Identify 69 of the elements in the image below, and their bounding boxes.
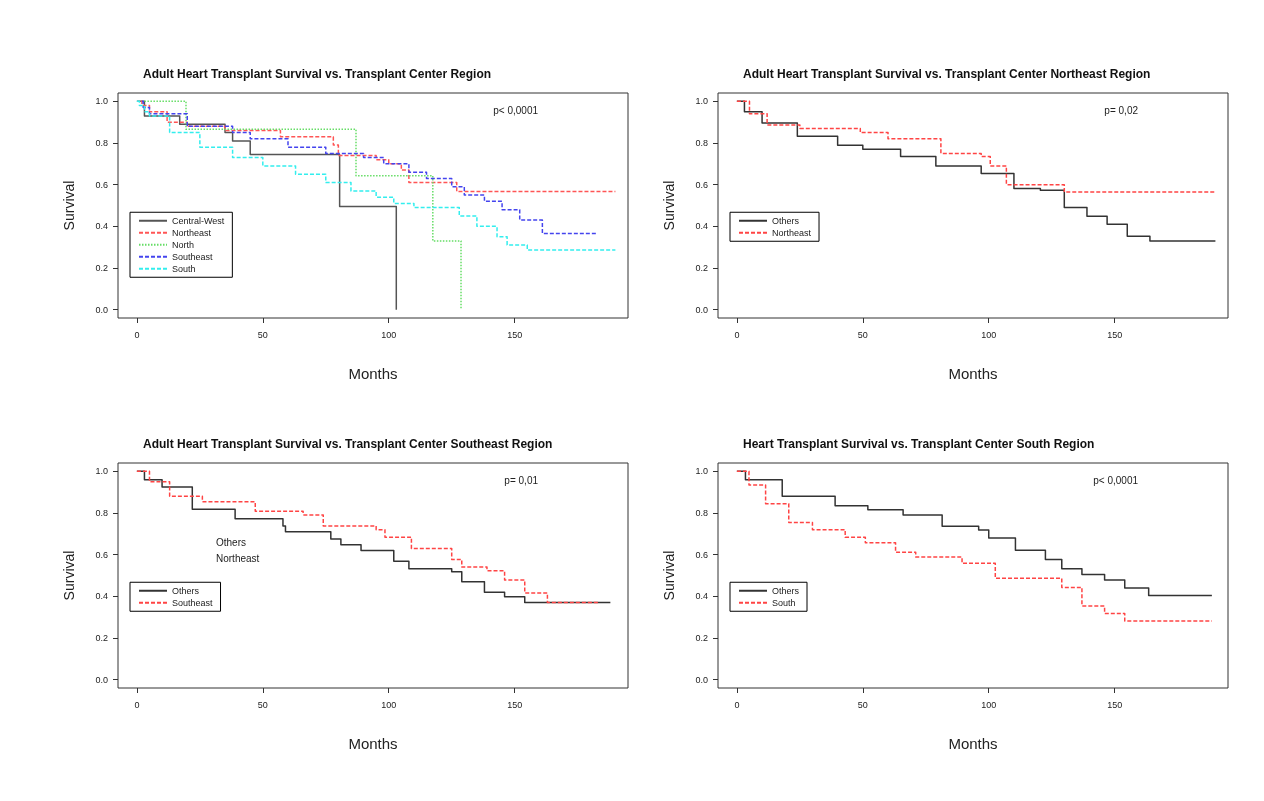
y-tick-label: 0.2 xyxy=(95,263,108,273)
y-tick-label: 1.0 xyxy=(95,96,108,107)
y-tick-label: 0.2 xyxy=(695,633,708,643)
annotation: p= 0,01 xyxy=(504,474,539,486)
y-tick-label: 0.8 xyxy=(95,508,108,518)
chart-title: Adult Heart Transplant Survival vs. Transplant Center Southeast Region xyxy=(143,437,553,451)
chart-title: Heart Transplant Survival vs. Transplant Center South Region xyxy=(743,437,1095,451)
y-tick-label: 1.0 xyxy=(695,466,708,477)
x-tick-label: 150 xyxy=(507,699,523,710)
x-tick-label: 50 xyxy=(257,699,268,710)
x-axis-title: Months xyxy=(348,735,398,752)
y-tick-label: 0.2 xyxy=(95,633,108,643)
x-axis-title: Months xyxy=(948,365,998,382)
y-tick-label: 0.8 xyxy=(95,138,108,148)
x-tick-label: 150 xyxy=(507,329,523,340)
chart-title: Adult Heart Transplant Survival vs. Transplant Center Northeast Region xyxy=(743,67,1151,81)
legend-label: Northeast xyxy=(172,227,212,238)
x-tick-label: 50 xyxy=(857,699,868,710)
y-tick-label: 0.4 xyxy=(695,221,708,232)
annotation: p< 0,0001 xyxy=(1093,474,1139,486)
x-tick-label: 100 xyxy=(381,329,397,340)
y-tick-label: 0.0 xyxy=(95,304,108,315)
x-tick-label: 0 xyxy=(134,329,140,340)
x-tick-label: 150 xyxy=(1107,329,1123,340)
legend-label: South xyxy=(172,263,196,274)
y-tick-label: 0.6 xyxy=(95,179,108,190)
y-axis-title: Survival xyxy=(61,180,77,231)
x-tick-label: 100 xyxy=(381,699,397,710)
chart-title: Adult Heart Transplant Survival vs. Transplant Center Region xyxy=(143,67,492,81)
y-tick-label: 0.4 xyxy=(95,221,108,232)
y-tick-label: 0.0 xyxy=(695,674,708,685)
y-tick-label: 1.0 xyxy=(95,466,108,477)
y-tick-label: 0.8 xyxy=(695,508,708,518)
annotation: p< 0,0001 xyxy=(493,104,539,116)
y-tick-label: 1.0 xyxy=(695,96,708,107)
x-tick-label: 50 xyxy=(857,329,868,340)
y-tick-label: 0.0 xyxy=(695,304,708,315)
legend-label: South xyxy=(772,597,796,608)
x-tick-label: 0 xyxy=(734,699,740,710)
annotation: p= 0,02 xyxy=(1104,104,1139,116)
legend-label: North xyxy=(172,239,195,250)
x-tick-label: 50 xyxy=(257,329,268,340)
x-axis-title: Months xyxy=(348,365,398,382)
y-tick-label: 0.6 xyxy=(95,549,108,560)
annotation: Northeast xyxy=(216,552,260,564)
y-axis-title: Survival xyxy=(661,550,677,601)
x-tick-label: 100 xyxy=(981,699,997,710)
y-tick-label: 0.4 xyxy=(695,591,708,602)
y-tick-label: 0.0 xyxy=(95,674,108,685)
legend-label: Others xyxy=(772,585,800,596)
y-tick-label: 0.6 xyxy=(695,549,708,560)
legend-label: Central-West xyxy=(172,215,225,226)
x-tick-label: 150 xyxy=(1107,699,1123,710)
legend-label: Northeast xyxy=(772,227,812,238)
y-tick-label: 0.2 xyxy=(695,263,708,273)
x-axis-title: Months xyxy=(948,735,998,752)
y-axis-title: Survival xyxy=(61,550,77,601)
x-tick-label: 0 xyxy=(734,329,740,340)
annotation: Others xyxy=(216,536,247,548)
y-axis-title: Survival xyxy=(661,180,677,231)
legend-label: Southeast xyxy=(172,251,214,262)
y-tick-label: 0.4 xyxy=(95,591,108,602)
x-tick-label: 100 xyxy=(981,329,997,340)
x-tick-label: 0 xyxy=(134,699,140,710)
legend-label: Southeast xyxy=(172,597,214,608)
legend-label: Others xyxy=(172,585,200,596)
legend-label: Others xyxy=(772,215,800,226)
y-tick-label: 0.6 xyxy=(695,179,708,190)
y-tick-label: 0.8 xyxy=(695,138,708,148)
